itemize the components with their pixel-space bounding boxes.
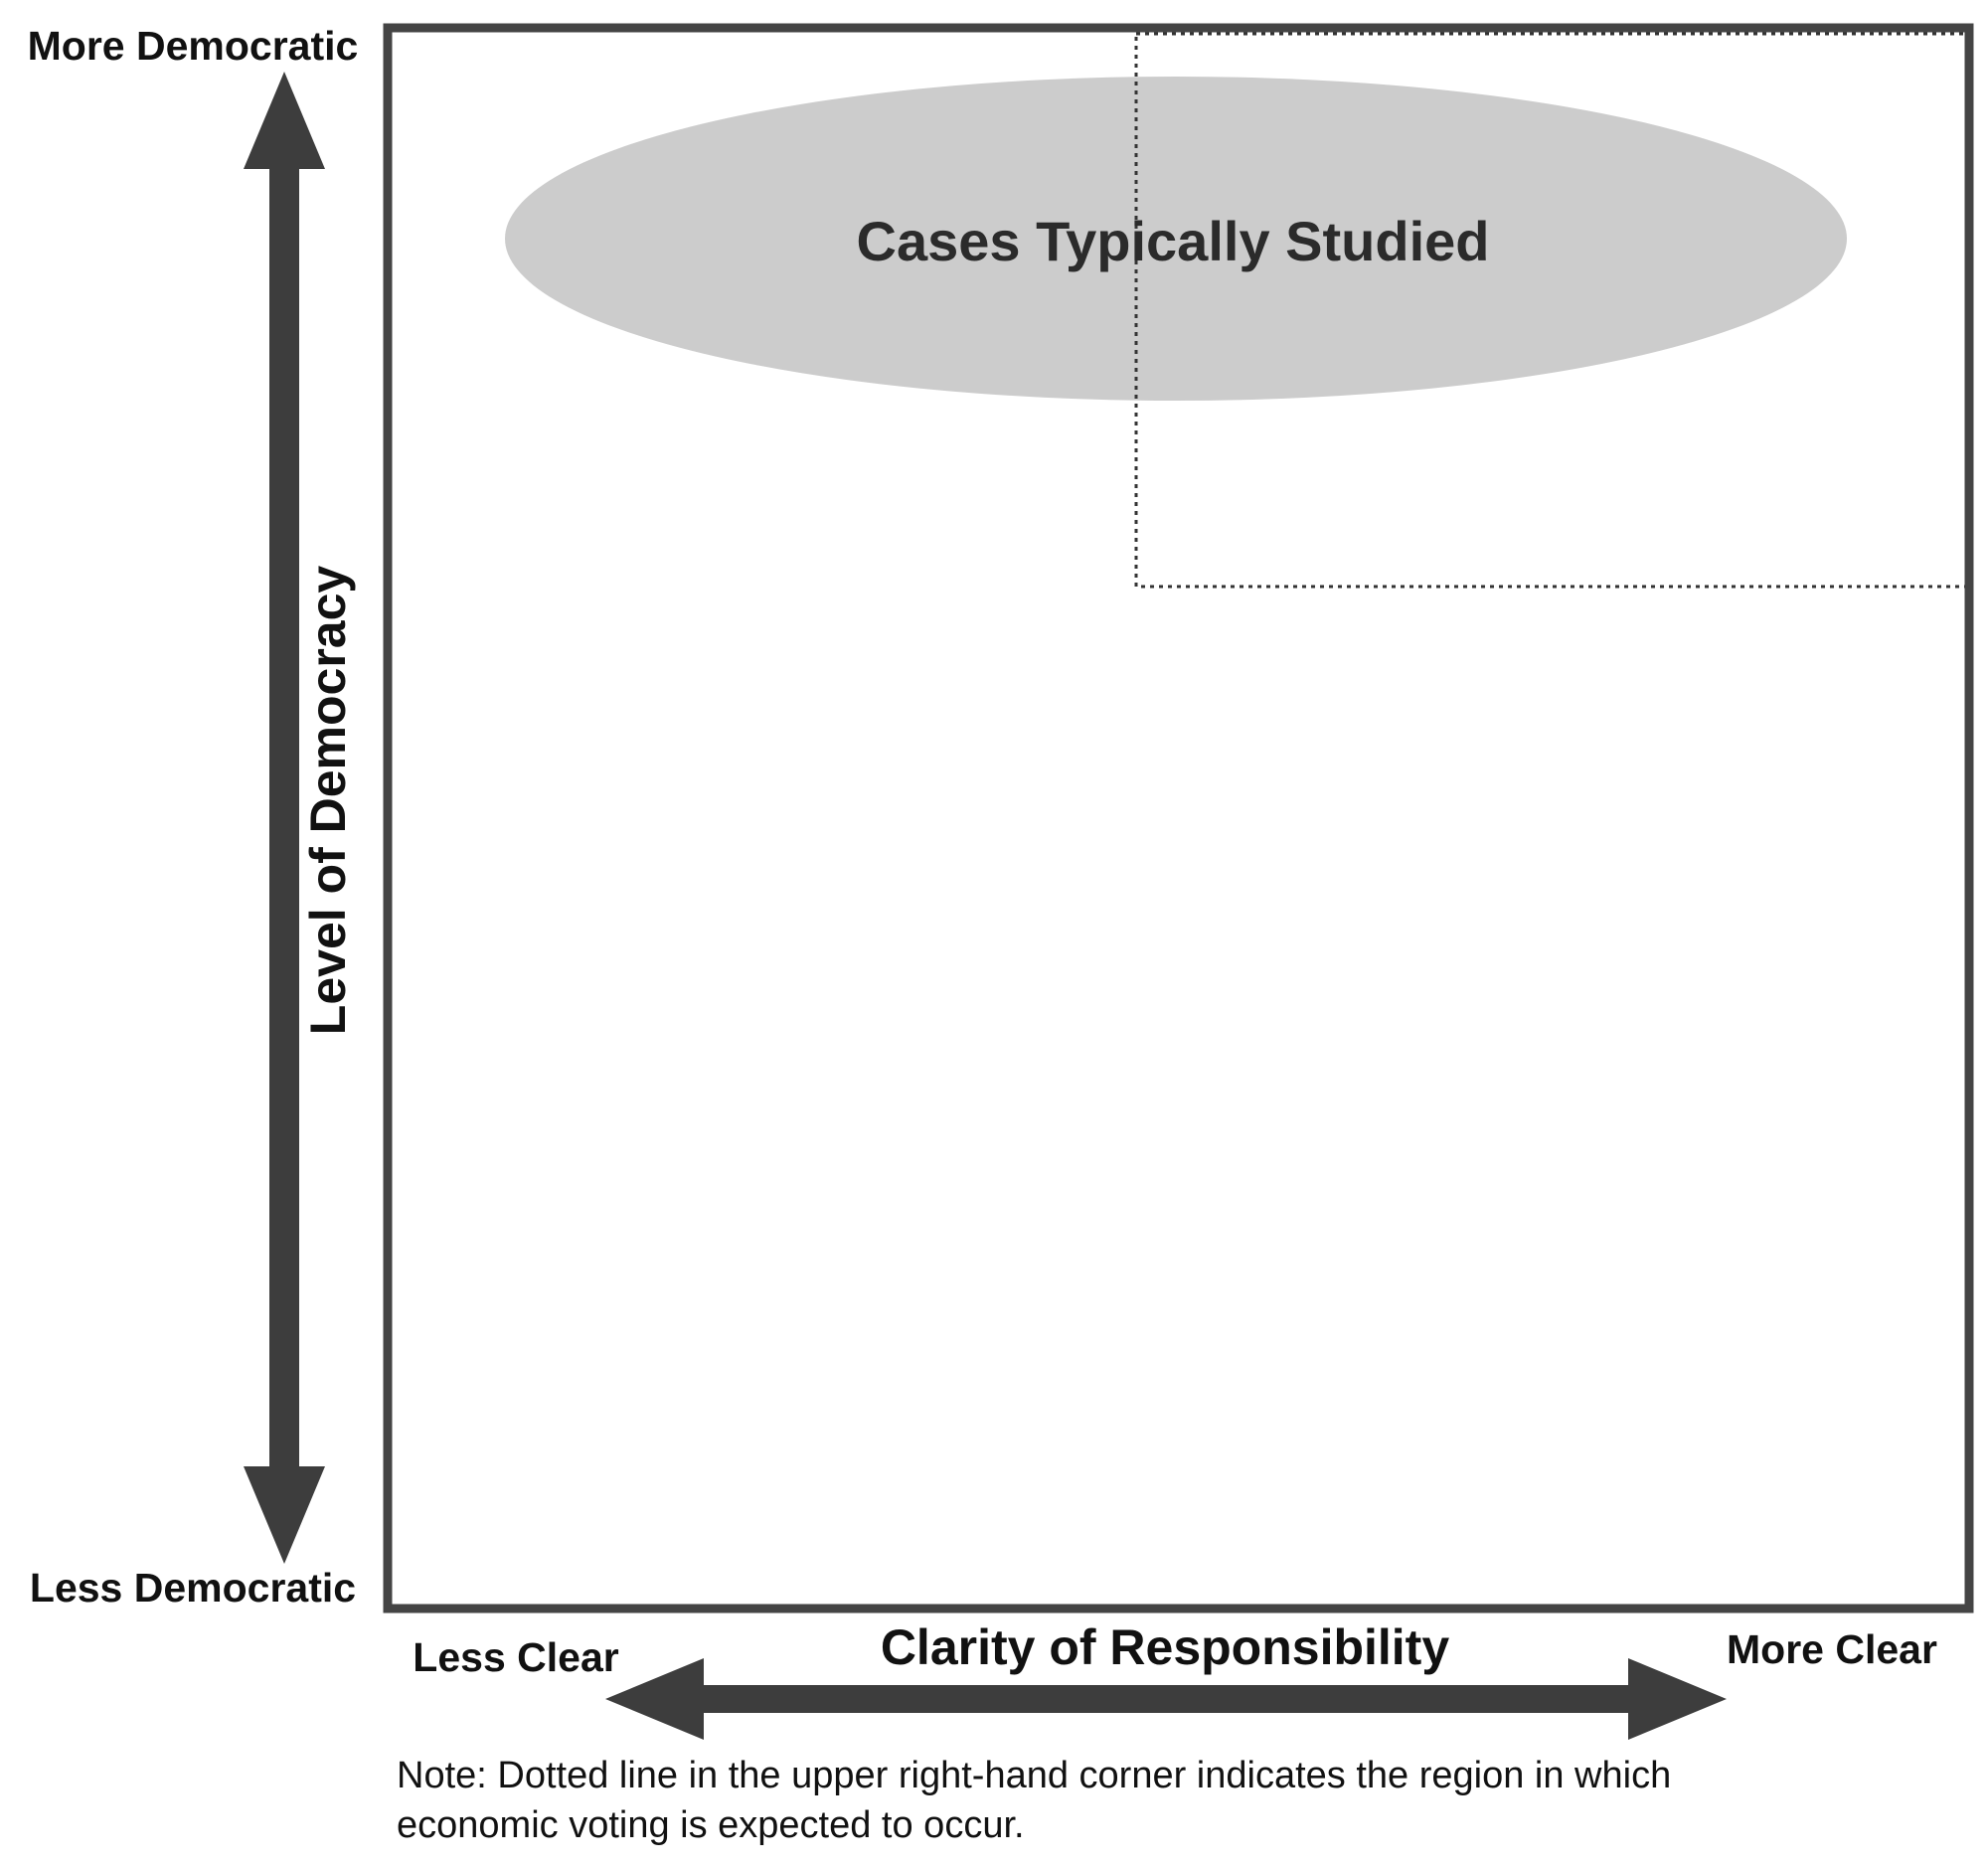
more-democratic-label: More Democratic (28, 23, 359, 69)
ellipse-label: Cases Typically Studied (857, 210, 1490, 272)
note-line-2: economic voting is expected to occur. (397, 1804, 1025, 1846)
cases-studied-ellipse (505, 77, 1847, 401)
clarity-arrow (605, 1658, 1727, 1740)
less-democratic-label: Less Democratic (30, 1565, 356, 1611)
note-line-1: Note: Dotted line in the upper right-han… (397, 1755, 1671, 1796)
x-axis-title: Clarity of Responsibility (881, 1619, 1450, 1675)
less-clear-label: Less Clear (413, 1634, 618, 1680)
plot-frame (383, 23, 1974, 1613)
democracy-arrow (244, 72, 325, 1564)
y-axis-title: Level of Democracy (300, 566, 356, 1036)
more-clear-label: More Clear (1727, 1626, 1937, 1672)
